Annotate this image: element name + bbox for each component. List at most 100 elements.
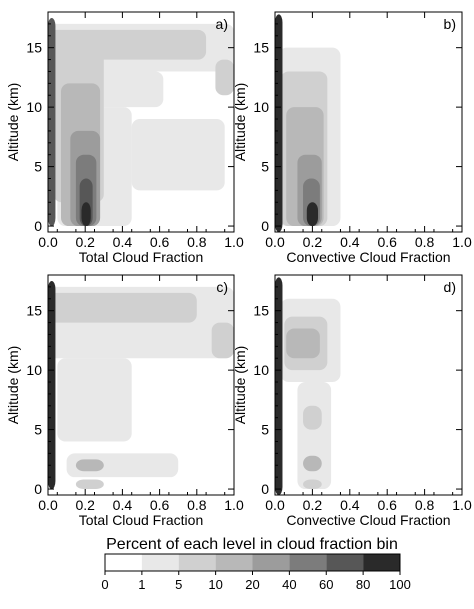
colorbar-tick-label: 1 — [138, 577, 145, 592]
colorbar-swatch — [141, 554, 179, 571]
contour-region — [303, 455, 322, 472]
colorbar-tick-label: 5 — [175, 577, 182, 592]
x-tick-label: 0.6 — [150, 497, 170, 513]
y-tick-label: 0 — [261, 481, 269, 497]
panel-label: a) — [216, 16, 228, 32]
x-tick-label: 1.0 — [224, 234, 244, 250]
x-tick-label: 0.4 — [113, 234, 133, 250]
x-axis-title: Convective Cloud Fraction — [286, 512, 450, 528]
panel-label: d) — [444, 279, 456, 295]
colorbar-tick-label: 10 — [208, 577, 222, 592]
y-tick-label: 10 — [253, 99, 269, 115]
colorbar-swatch — [363, 554, 400, 571]
x-tick-label: 0.8 — [187, 234, 207, 250]
x-axis-title: Convective Cloud Fraction — [286, 249, 450, 265]
x-tick-label: 0.8 — [415, 497, 435, 513]
colorbar-swatch — [252, 554, 290, 571]
x-tick-label: 0.0 — [38, 497, 58, 513]
x-tick-label: 0.4 — [113, 497, 133, 513]
colorbar-tick-label: 60 — [319, 577, 333, 592]
plot-frame — [47, 274, 235, 496]
y-tick-label: 5 — [261, 159, 269, 175]
contour-region — [211, 322, 234, 359]
colorbar-swatch — [215, 554, 253, 571]
plot-frame — [274, 274, 463, 496]
x-tick-label: 0.6 — [150, 234, 170, 250]
contour-field — [275, 14, 341, 232]
contour-region — [48, 292, 197, 323]
contour-region — [303, 479, 322, 490]
contour-region — [57, 358, 132, 442]
y-tick-label: 5 — [261, 422, 269, 438]
colorbar-tick-label: 0 — [101, 577, 108, 592]
x-tick-label: 1.0 — [224, 497, 244, 513]
x-tick-label: 0.4 — [340, 497, 360, 513]
chart-panel-1: 0.0 0.2 0.4 0.6 0.8 1.0 0 5 10 15 Total Cloud Frac… — [5, 11, 244, 265]
contour-field — [48, 280, 234, 490]
x-tick-label: 0.2 — [303, 234, 323, 250]
contour-region — [297, 382, 332, 490]
contour-region — [306, 202, 319, 227]
y-tick-label: 5 — [34, 422, 42, 438]
x-tick-label: 0.0 — [265, 497, 285, 513]
contour-field — [275, 277, 341, 495]
y-axis-title: Altitude (km) — [5, 83, 21, 162]
x-tick-label: 0.2 — [303, 497, 323, 513]
x-tick-label: 1.0 — [452, 497, 472, 513]
colorbar-tick-label: 100 — [389, 577, 411, 592]
contour-region — [75, 459, 104, 472]
contour-region — [286, 328, 320, 359]
colorbar-tick-label: 20 — [245, 577, 259, 592]
y-tick-label: 10 — [26, 362, 42, 378]
colorbar: Percent of each level in cloud fraction … — [101, 536, 410, 592]
contour-region — [275, 14, 283, 232]
chart-panel-3: 0.0 0.2 0.4 0.6 0.8 1.0 0 5 10 15 Total Cloud Frac… — [5, 274, 244, 528]
x-tick-label: 0.2 — [75, 234, 95, 250]
colorbar-tick-label: 80 — [356, 577, 370, 592]
x-tick-label: 0.4 — [340, 234, 360, 250]
x-tick-label: 0.6 — [377, 497, 397, 513]
contour-region — [81, 202, 91, 227]
y-axis-title: Altitude (km) — [232, 83, 248, 162]
colorbar-tick-label: 40 — [282, 577, 296, 592]
plot-frame — [274, 11, 463, 233]
x-tick-label: 0.2 — [75, 497, 95, 513]
colorbar-swatch — [178, 554, 216, 571]
y-axis-title: Altitude (km) — [232, 346, 248, 425]
y-tick-label: 0 — [34, 218, 42, 234]
contour-region — [303, 405, 322, 430]
y-tick-label: 0 — [34, 481, 42, 497]
x-tick-label: 0.8 — [187, 497, 207, 513]
x-axis-title: Total Cloud Fraction — [79, 512, 204, 528]
contour-region — [275, 277, 283, 495]
x-tick-label: 0.0 — [38, 234, 58, 250]
y-axis-title: Altitude (km) — [5, 346, 21, 425]
contour-field — [48, 17, 234, 227]
y-tick-label: 0 — [261, 218, 269, 234]
plot-frame — [47, 11, 235, 233]
colorbar-swatch — [326, 554, 364, 571]
x-tick-label: 0.8 — [415, 234, 435, 250]
contour-region — [48, 280, 56, 490]
y-tick-label: 10 — [26, 99, 42, 115]
colorbar-swatch — [105, 554, 142, 571]
y-tick-label: 15 — [26, 40, 42, 56]
y-tick-label: 5 — [34, 159, 42, 175]
x-axis-title: Total Cloud Fraction — [79, 249, 204, 265]
y-tick-label: 15 — [253, 303, 269, 319]
panel-label: b) — [444, 16, 456, 32]
contour-region — [48, 17, 56, 227]
y-tick-label: 10 — [253, 362, 269, 378]
x-tick-label: 1.0 — [452, 234, 472, 250]
chart-panel-4: 0.0 0.2 0.4 0.6 0.8 1.0 0 5 10 15 Convective Cloud… — [232, 274, 472, 528]
y-tick-label: 15 — [26, 303, 42, 319]
colorbar-title: Percent of each level in cloud fraction … — [106, 536, 398, 553]
y-tick-label: 15 — [253, 40, 269, 56]
contour-region — [131, 119, 225, 191]
colorbar-swatch — [289, 554, 327, 571]
panel-label: c) — [216, 279, 228, 295]
contour-region — [215, 59, 234, 96]
chart-panel-2: 0.0 0.2 0.4 0.6 0.8 1.0 0 5 10 15 Convective Cloud… — [232, 11, 472, 265]
contour-region — [75, 479, 104, 490]
